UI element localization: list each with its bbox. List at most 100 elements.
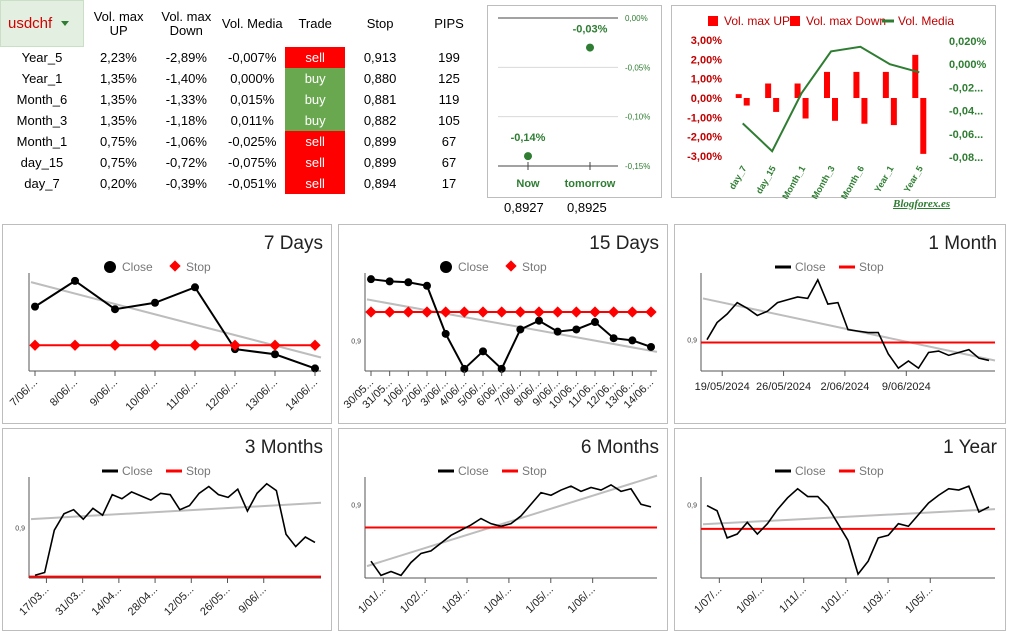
close-point bbox=[311, 364, 319, 373]
volatility-chart-panel: Vol. max UP Vol. max Down Vol. Media 3,00% 2… bbox=[671, 5, 996, 201]
x-tick-label: 19/05/2024 bbox=[695, 381, 750, 393]
x-tick-label: tomorrow bbox=[565, 178, 616, 190]
data-label: -0,14% bbox=[511, 132, 546, 144]
cell-vol-up: 0,20% bbox=[99, 175, 137, 191]
forecast-point bbox=[586, 43, 594, 52]
bar-vol-down bbox=[861, 98, 868, 124]
cell-period: Month_1 bbox=[16, 133, 68, 149]
y2-tick-label: -0,08... bbox=[949, 152, 983, 164]
close-point bbox=[111, 305, 119, 314]
close-point bbox=[191, 283, 199, 292]
cell-vol-up: 1,35% bbox=[99, 112, 137, 128]
legend-swatch bbox=[708, 16, 718, 26]
stop-point bbox=[421, 306, 433, 318]
legend-label: Stop bbox=[186, 464, 211, 478]
bar-vol-down bbox=[832, 98, 838, 121]
close-point bbox=[31, 302, 39, 311]
close-point bbox=[441, 329, 450, 338]
cell-period: Year_1 bbox=[21, 70, 63, 86]
legend-label: Vol. max Down bbox=[806, 14, 886, 28]
cell-period: Month_3 bbox=[16, 112, 68, 128]
x-tick-label: 12/06/... bbox=[204, 377, 241, 414]
price-now: 0,8927 bbox=[504, 200, 544, 215]
close-point bbox=[423, 281, 431, 290]
legend-label: Close bbox=[458, 464, 489, 478]
legend-label: Stop bbox=[186, 260, 211, 274]
table-row: day_15 0,75% -0,72% -0,075% sell 0,899 67 bbox=[1, 151, 484, 173]
close-point bbox=[497, 364, 506, 373]
x-tick-label: 1/11/... bbox=[777, 584, 809, 616]
table-row: Month_1 0,75% -1,06% -0,025% sell 0,899 67 bbox=[1, 130, 484, 152]
cell-vol-media: -0,051% bbox=[228, 175, 277, 191]
legend-swatch-close bbox=[440, 261, 452, 273]
cell-pips: 67 bbox=[441, 133, 457, 149]
y-tick-label: 0,9 bbox=[15, 525, 25, 532]
x-tick-label: 1/05/... bbox=[903, 584, 935, 616]
col-header-trade: Trade bbox=[298, 15, 332, 31]
table-row: day_7 0,20% -0,39% -0,051% sell 0,894 17 bbox=[1, 172, 484, 194]
stop-point bbox=[365, 306, 377, 318]
y-tick-label: -0,05% bbox=[625, 63, 650, 72]
pair-selector[interactable]: usdchf bbox=[0, 0, 84, 47]
y2-tick-label: -0,06... bbox=[949, 129, 983, 141]
dropdown-caret-icon[interactable] bbox=[61, 21, 70, 27]
y-tick-label: -0,15% bbox=[625, 162, 650, 171]
cell-vol-up: 0,75% bbox=[99, 133, 137, 149]
chart-title: 15 Days bbox=[589, 233, 659, 254]
legend-label: Vol. max UP bbox=[724, 14, 790, 28]
bar-vol-up bbox=[853, 71, 860, 98]
y-tick-label: 3,00% bbox=[691, 35, 722, 47]
close-point bbox=[516, 325, 525, 334]
cell-stop: 0,882 bbox=[363, 112, 397, 128]
close-line bbox=[370, 278, 652, 371]
close-line bbox=[34, 482, 316, 577]
stop-point bbox=[552, 306, 564, 318]
cell-vol-up: 1,35% bbox=[99, 70, 137, 86]
cell-vol-down: -1,33% bbox=[165, 91, 207, 107]
stop-point bbox=[309, 339, 321, 351]
x-tick-label: 9/06/... bbox=[88, 377, 120, 409]
y2-tick-label: -0,04... bbox=[949, 106, 983, 118]
close-point bbox=[553, 327, 562, 336]
legend-label: Close bbox=[458, 260, 489, 274]
legend-label: Close bbox=[795, 464, 826, 478]
brand-label[interactable]: Blogforex.es bbox=[893, 198, 951, 210]
table-header-row: usdchf Vol. max UP Vol. max Down Vol. Me… bbox=[0, 0, 484, 47]
bar-vol-up bbox=[912, 54, 919, 98]
x-tick-label: Month_6 bbox=[839, 164, 866, 199]
x-tick-label: 28/04... bbox=[126, 584, 160, 618]
close-line bbox=[370, 483, 652, 577]
cell-period: Month_6 bbox=[16, 91, 68, 107]
bar-vol-up bbox=[765, 83, 772, 98]
bar-vol-down bbox=[890, 98, 897, 126]
cell-vol-media: -0,025% bbox=[228, 133, 277, 149]
y-tick-label: 0,9 bbox=[351, 338, 361, 345]
x-tick-label: Month_3 bbox=[810, 164, 837, 199]
legend-label: Close bbox=[795, 260, 826, 274]
stop-point bbox=[440, 306, 452, 318]
chart-panel-7-days: 7 Days Close Stop 7/06/... 8/06/... 9/06/... 1… bbox=[2, 224, 332, 424]
stop-point bbox=[29, 339, 41, 351]
y2-tick-label: 0,020% bbox=[949, 36, 987, 48]
pair-symbol: usdchf bbox=[8, 14, 53, 32]
chart-title: 1 Year bbox=[943, 437, 998, 458]
chart-6-months: 6 Months Close Stop 0,9 1/01/... 1/02/... 1/03… bbox=[351, 437, 659, 616]
x-tick-label: Year_1 bbox=[872, 164, 895, 194]
x-tick-label: 17/03... bbox=[17, 584, 51, 618]
x-tick-label: 9/06/2024 bbox=[882, 381, 931, 393]
x-tick-label: 1/06/... bbox=[566, 584, 598, 616]
legend-swatch-stop bbox=[505, 260, 517, 272]
col-header-vol-down: Vol. max Down bbox=[161, 8, 212, 38]
y-tick-label: 2,00% bbox=[691, 54, 722, 66]
stop-point bbox=[570, 306, 582, 318]
chart-title: 6 Months bbox=[581, 437, 659, 458]
cell-stop: 0,899 bbox=[363, 133, 397, 149]
stop-point bbox=[514, 306, 526, 318]
y-tick-label: 0,9 bbox=[687, 338, 697, 345]
x-tick-label: 1/01/... bbox=[356, 584, 388, 616]
close-point bbox=[367, 275, 375, 284]
x-tick-label: 1/09/... bbox=[734, 584, 766, 616]
x-tick-label: 1/05/... bbox=[524, 584, 556, 616]
x-tick-label: 1/03/... bbox=[440, 584, 472, 616]
cell-vol-down: -2,89% bbox=[165, 49, 207, 65]
